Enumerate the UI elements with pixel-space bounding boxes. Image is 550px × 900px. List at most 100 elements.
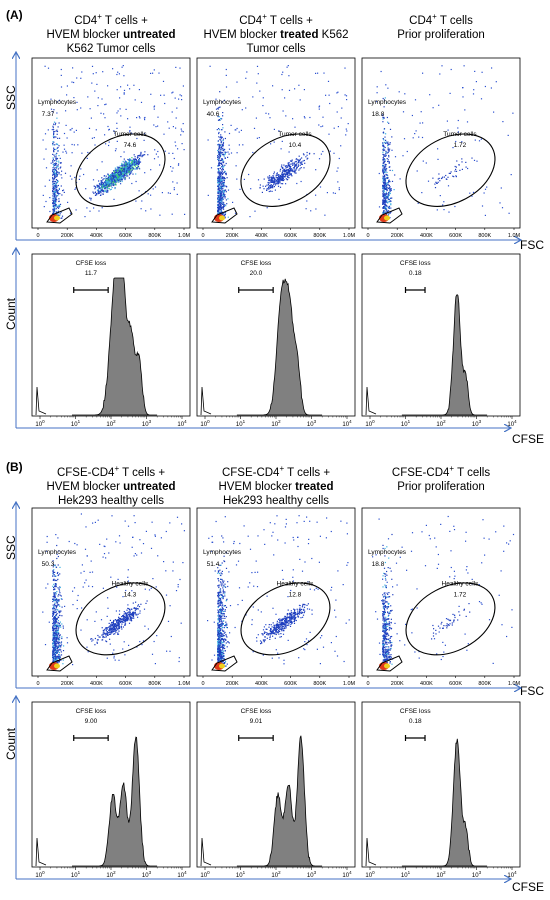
data-point [152,578,154,580]
data-point [287,163,289,165]
data-point [274,180,276,182]
data-point [383,187,385,189]
data-point [73,144,75,146]
data-point [217,165,219,167]
lymphocyte-gate-value: 18.8 [372,111,385,118]
data-point [180,622,182,624]
data-point [147,154,149,156]
data-point [481,205,484,207]
data-point [120,168,122,170]
data-point [108,176,110,178]
data-point [226,623,228,625]
data-point [131,608,133,610]
data-point [55,153,57,155]
data-point [53,168,55,171]
data-point [153,158,156,160]
data-point [382,161,384,163]
data-point [121,170,124,172]
data-point [218,594,220,596]
data-point [382,179,384,181]
data-point [59,193,61,195]
data-point [232,201,234,203]
data-point [475,81,477,83]
data-point [52,657,54,660]
data-point [220,180,222,182]
data-point [53,171,55,173]
data-point [118,617,120,619]
data-point [103,185,105,187]
data-point [101,177,103,179]
data-point [218,133,220,135]
data-point [55,148,57,151]
data-point [283,179,285,181]
data-point [291,159,293,161]
data-point [220,154,222,156]
column-title: CD4+ T cells + HVEM blocker treated K562 T… [191,10,361,56]
data-point [128,159,130,162]
lymphocyte-gate-value: 40.6 [207,111,220,118]
data-point [127,84,129,86]
data-point [109,619,111,621]
data-point [133,515,135,517]
data-point [52,212,54,214]
data-point [94,188,96,190]
data-point [221,158,223,161]
data-point [290,174,292,176]
data-point [218,162,220,164]
data-point [114,182,116,184]
data-point [101,184,104,186]
data-point [447,176,449,178]
data-point [56,186,58,188]
data-point [266,207,268,209]
column-title-segment: HVEM blocker [46,28,124,41]
data-point [60,185,62,187]
density-hotspot [54,215,60,221]
data-point [382,201,384,203]
data-point [53,170,56,172]
data-point [170,635,172,638]
data-point [123,165,125,167]
data-point [170,166,172,168]
data-point [221,158,223,160]
data-point [52,190,54,192]
data-point [299,162,301,164]
data-point [388,181,390,183]
data-point [106,189,108,191]
data-point [52,648,54,650]
data-point [263,178,265,180]
data-point [223,214,226,216]
data-point [124,618,126,620]
data-point [288,171,290,173]
data-point [296,166,298,168]
data-point [236,127,238,130]
column-title-segment: T cells + [119,466,166,479]
data-point [54,632,56,634]
column-title-line: CFSE-CD4+ T cells + [26,462,196,480]
data-point [135,168,137,170]
data-point [57,628,59,630]
data-point [157,116,159,118]
data-point [125,162,127,164]
data-point [286,171,289,173]
data-point [116,625,118,627]
data-point [220,145,222,147]
data-point [105,186,107,188]
data-point [84,548,87,550]
data-point [58,122,60,124]
data-point [55,609,57,611]
data-point [53,129,55,131]
column-title-line: K562 Tumor cells [26,42,196,56]
data-point [218,119,220,121]
data-point [130,619,132,621]
data-point [324,214,326,216]
data-point [387,160,389,163]
data-point [218,199,220,201]
tick-exponent: 3 [314,419,317,424]
data-point [389,191,391,193]
data-point [110,182,112,184]
tick-label: 1.0M [178,233,191,239]
column-title-segment: + [262,12,267,21]
data-point [125,167,127,169]
data-point [134,611,136,614]
data-point [443,209,445,211]
